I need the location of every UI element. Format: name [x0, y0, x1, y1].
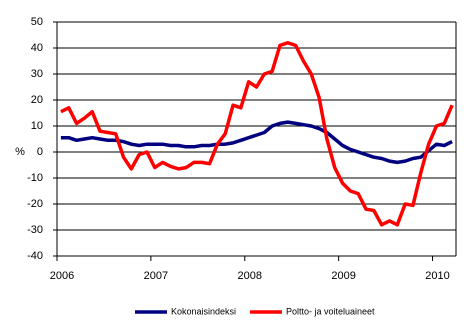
- x-tick-label: 2008: [238, 270, 262, 282]
- y-tick-label: 40: [31, 42, 43, 54]
- x-tick-label: 2010: [425, 270, 449, 282]
- y-tick-label: -20: [27, 198, 43, 210]
- line-series: [60, 120, 453, 165]
- y-tick-label: -30: [27, 224, 43, 236]
- legend-label: Poltto- ja voiteluaineet: [286, 306, 375, 316]
- y-tick-label: 50: [31, 16, 43, 28]
- y-tick-label: -10: [27, 172, 43, 184]
- x-tick-label: 2007: [144, 270, 168, 282]
- y-tick-label: 30: [31, 68, 43, 80]
- line-series: [60, 41, 454, 227]
- x-tick-label: 2009: [331, 270, 355, 282]
- y-axis-label: %: [15, 146, 25, 158]
- y-tick-label: -40: [27, 250, 43, 262]
- y-tick-label: 10: [31, 120, 43, 132]
- y-tick-label: 20: [31, 94, 43, 106]
- legend-label: Kokonaisindeksi: [171, 306, 236, 316]
- y-tick-label: 0: [37, 146, 43, 158]
- x-tick-label: 2006: [50, 270, 74, 282]
- legend-frame: [0, 290, 473, 329]
